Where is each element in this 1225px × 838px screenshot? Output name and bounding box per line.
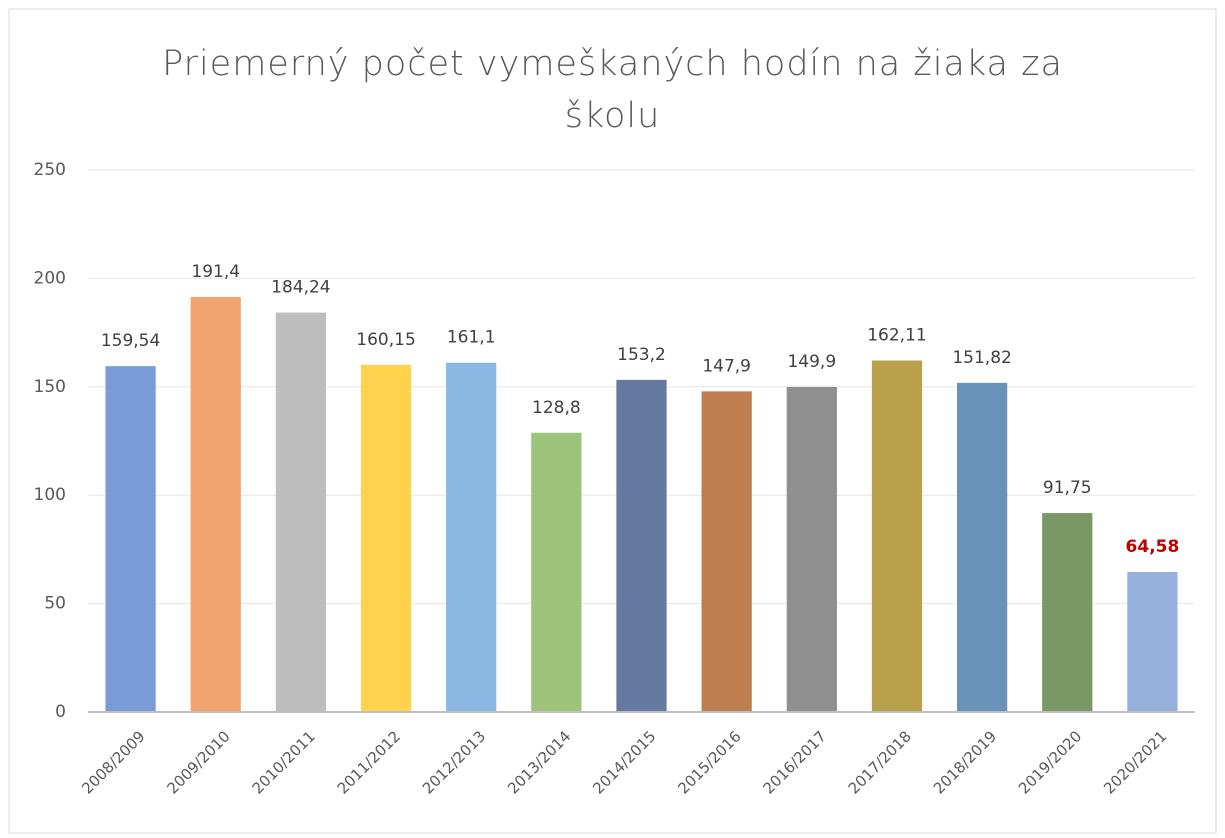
bar xyxy=(105,366,156,712)
bar xyxy=(1042,513,1093,712)
bar xyxy=(446,362,497,712)
x-tick-label: 2009/2010 xyxy=(163,727,233,797)
x-tick-label: 2018/2019 xyxy=(930,727,1000,797)
value-label: 151,82 xyxy=(952,348,1011,368)
value-label: 153,2 xyxy=(617,345,666,365)
chart-title: Priemerný počet vymeškaných hodín na žia… xyxy=(162,44,1063,136)
y-tick-label: 50 xyxy=(44,594,66,614)
value-label: 149,9 xyxy=(787,352,836,372)
x-tick-label: 2017/2018 xyxy=(845,727,915,797)
x-tick-label: 2008/2009 xyxy=(78,727,148,797)
y-tick-label: 100 xyxy=(34,485,66,505)
x-tick-label: 2014/2015 xyxy=(589,727,659,797)
bar xyxy=(1127,571,1178,712)
bar xyxy=(275,312,327,712)
bar xyxy=(616,379,667,712)
value-label: 161,1 xyxy=(447,328,496,348)
chart-border xyxy=(8,8,1217,834)
x-tick-label: 2012/2013 xyxy=(419,727,489,797)
y-tick-label: 200 xyxy=(34,268,66,288)
value-label: 191,4 xyxy=(191,262,240,282)
value-label: 162,11 xyxy=(867,326,926,346)
value-label: 147,9 xyxy=(702,356,751,376)
x-tick-label: 2013/2014 xyxy=(504,727,574,797)
x-tick-label: 2011/2012 xyxy=(334,727,404,797)
y-tick-label: 250 xyxy=(34,160,66,180)
bar xyxy=(956,382,1008,712)
x-tick-label: 2019/2020 xyxy=(1015,727,1085,797)
value-label: 159,54 xyxy=(101,331,160,351)
x-tick-label: 2016/2017 xyxy=(760,727,830,797)
x-tick-label: 2015/2016 xyxy=(674,727,744,797)
value-label: 160,15 xyxy=(356,330,415,350)
value-label: 91,75 xyxy=(1043,478,1092,498)
bar xyxy=(786,387,837,712)
value-label: 64,58 xyxy=(1126,537,1180,557)
y-tick-label: 150 xyxy=(34,377,66,397)
value-label: 184,24 xyxy=(271,278,330,298)
bar xyxy=(871,360,923,712)
x-tick-label: 2020/2021 xyxy=(1100,727,1170,797)
y-tick-label: 0 xyxy=(55,702,66,722)
x-tick-label: 2010/2011 xyxy=(249,727,319,797)
bar xyxy=(701,391,752,712)
bar xyxy=(360,364,412,712)
value-label: 128,8 xyxy=(532,398,581,418)
bar xyxy=(190,297,241,712)
bar xyxy=(531,432,582,712)
